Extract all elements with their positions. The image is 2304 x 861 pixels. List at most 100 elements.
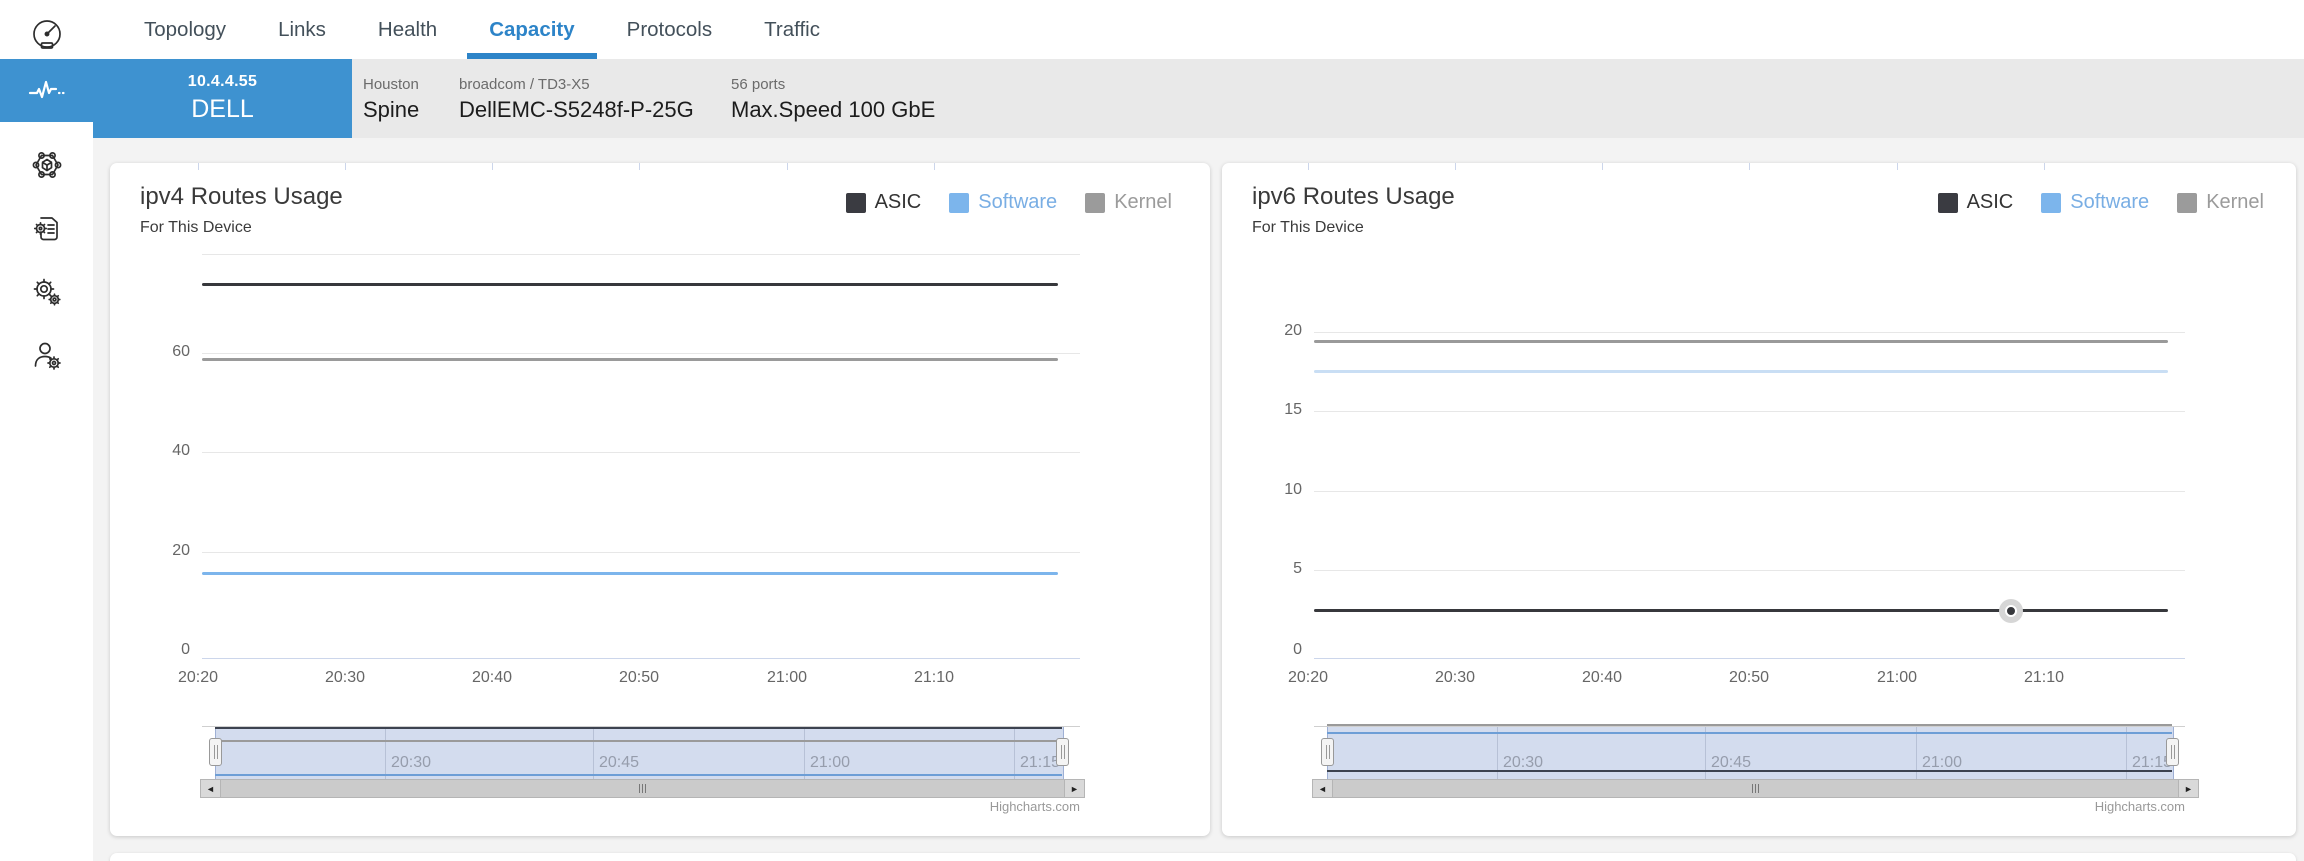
software-swatch xyxy=(949,192,970,213)
navigator-tick-label: 21:15 xyxy=(2132,754,2173,771)
kernel-swatch xyxy=(2177,192,2198,213)
gridline xyxy=(1314,570,2185,571)
tab-capacity[interactable]: Capacity xyxy=(463,0,600,59)
navigator-gridline xyxy=(1916,727,1917,779)
network-cube-icon xyxy=(32,152,61,178)
x-tick-label: 21:10 xyxy=(2023,669,2065,686)
legend-item-software[interactable]: Software xyxy=(2041,191,2149,214)
scrollbar-track[interactable] xyxy=(1333,780,2178,797)
navigator-selected-range[interactable] xyxy=(215,727,1064,779)
document-gear-icon xyxy=(33,217,58,241)
gridline xyxy=(202,353,1080,354)
navigator-right-handle[interactable] xyxy=(1056,738,1069,766)
asic-swatch xyxy=(845,192,866,213)
asic-label: ASIC xyxy=(874,191,922,213)
y-tick-label: 0 xyxy=(181,641,190,658)
scrollbar-left-button[interactable]: ◄ xyxy=(1313,780,1333,797)
scrollbar-left-button[interactable]: ◄ xyxy=(201,780,221,797)
x-tick-label: 20:50 xyxy=(1728,669,1770,686)
x-tick xyxy=(198,163,199,170)
x-axis-line xyxy=(1314,658,2185,659)
legend-item-asic[interactable]: ASIC xyxy=(1937,191,2014,214)
navigator-tick-label: 21:00 xyxy=(1922,754,1963,771)
navigator-outline xyxy=(202,726,1080,727)
asic-label: ASIC xyxy=(1966,191,2014,213)
navigator-left-handle[interactable] xyxy=(1321,738,1334,766)
navigator-gridline xyxy=(1014,727,1015,779)
legend-item-software[interactable]: Software xyxy=(949,191,1057,214)
navigator-series-kernel xyxy=(1327,724,2172,726)
y-tick-label: 10 xyxy=(1284,481,1302,498)
kernel-label: Kernel xyxy=(1114,191,1172,213)
device-platform-value: DellEMC-S5248f-P-25G xyxy=(459,97,694,122)
navigator-tick-label: 20:30 xyxy=(1503,754,1544,771)
device-platform-label: broadcom / TD3-X5 xyxy=(459,76,590,93)
device-location-value: Spine xyxy=(363,97,420,122)
x-axis-line xyxy=(202,658,1080,659)
y-tick-label: 20 xyxy=(1284,322,1302,339)
x-tick-label: 20:20 xyxy=(1287,669,1329,686)
device-ip: 10.4.4.55 xyxy=(187,73,258,90)
hover-point-marker xyxy=(1999,599,2023,623)
highcharts-credit-link[interactable]: Highcharts.com xyxy=(989,799,1080,814)
x-tick xyxy=(1602,163,1603,170)
x-tick-label: 20:50 xyxy=(618,669,660,686)
navigator-series-software xyxy=(215,774,1062,776)
navigator-left-handle[interactable] xyxy=(209,738,222,766)
gridline xyxy=(202,452,1080,453)
navigator-tick-label: 21:15 xyxy=(1020,754,1061,771)
tab-protocols[interactable]: Protocols xyxy=(626,17,713,41)
x-tick-label: 21:00 xyxy=(1876,669,1918,686)
navigator-tick-label: 20:45 xyxy=(1711,754,1752,771)
x-tick xyxy=(1308,163,1309,170)
tab-health[interactable]: Health xyxy=(377,17,438,41)
device-location-label: Houston xyxy=(363,76,419,93)
sidebar-item-monitoring[interactable] xyxy=(0,59,93,122)
user-gear-icon xyxy=(34,342,61,370)
navigator-tick-label: 20:30 xyxy=(391,754,432,771)
kernel-label: Kernel xyxy=(2206,191,2264,213)
selected-device-card[interactable]: 10.4.4.55 DELL xyxy=(93,59,352,138)
x-tick xyxy=(1897,163,1898,170)
navigator-gridline xyxy=(1497,727,1498,779)
navigator-series-asic xyxy=(1327,770,2172,772)
legend-item-kernel[interactable]: Kernel xyxy=(2177,191,2264,214)
sidebar-item-admin[interactable] xyxy=(0,327,93,385)
sidebar-item-settings[interactable] xyxy=(0,263,93,321)
scrollbar-right-button[interactable]: ► xyxy=(1064,780,1084,797)
x-tick xyxy=(492,163,493,170)
highcharts-credit-link[interactable]: Highcharts.com xyxy=(2094,799,2185,814)
navigator-right-handle[interactable] xyxy=(2166,738,2179,766)
navigator-tick-label: 21:00 xyxy=(810,754,851,771)
scrollbar-track[interactable] xyxy=(221,780,1064,797)
sidebar-item-topology[interactable] xyxy=(0,136,93,194)
navigator-tick-label: 20:45 xyxy=(599,754,640,771)
x-tick-label: 20:20 xyxy=(177,669,219,686)
y-tick-label: 15 xyxy=(1284,401,1302,418)
app-logo-gauge-icon[interactable] xyxy=(0,8,93,66)
scrollbar-right-button[interactable]: ► xyxy=(2178,780,2198,797)
legend-item-asic[interactable]: ASIC xyxy=(845,191,922,214)
y-tick-label: 0 xyxy=(1293,641,1302,658)
tab-links[interactable]: Links xyxy=(278,17,326,41)
x-tick-label: 20:30 xyxy=(324,669,366,686)
chart-scrollbar: ◄ ► xyxy=(1312,779,2199,798)
software-swatch xyxy=(2041,192,2062,213)
x-tick-label: 21:10 xyxy=(913,669,955,686)
sidebar xyxy=(0,0,93,861)
tab-traffic[interactable]: Traffic xyxy=(764,17,820,41)
chart-legend: ASIC Software Kernel xyxy=(832,191,1172,214)
legend-item-kernel[interactable]: Kernel xyxy=(1085,191,1172,214)
tab-topology[interactable]: Topology xyxy=(144,17,227,41)
navigator-gridline xyxy=(2126,727,2127,779)
ipv6-routes-usage-card: ipv6 Routes Usage For This Device ASIC S… xyxy=(1222,163,2296,836)
x-tick-label: 20:40 xyxy=(471,669,513,686)
y-tick-label: 20 xyxy=(172,542,190,559)
x-tick xyxy=(639,163,640,170)
sidebar-item-config[interactable] xyxy=(0,200,93,258)
x-tick xyxy=(1749,163,1750,170)
gridline xyxy=(1314,411,2185,412)
x-tick xyxy=(345,163,346,170)
x-tick-label: 20:40 xyxy=(1581,669,1623,686)
